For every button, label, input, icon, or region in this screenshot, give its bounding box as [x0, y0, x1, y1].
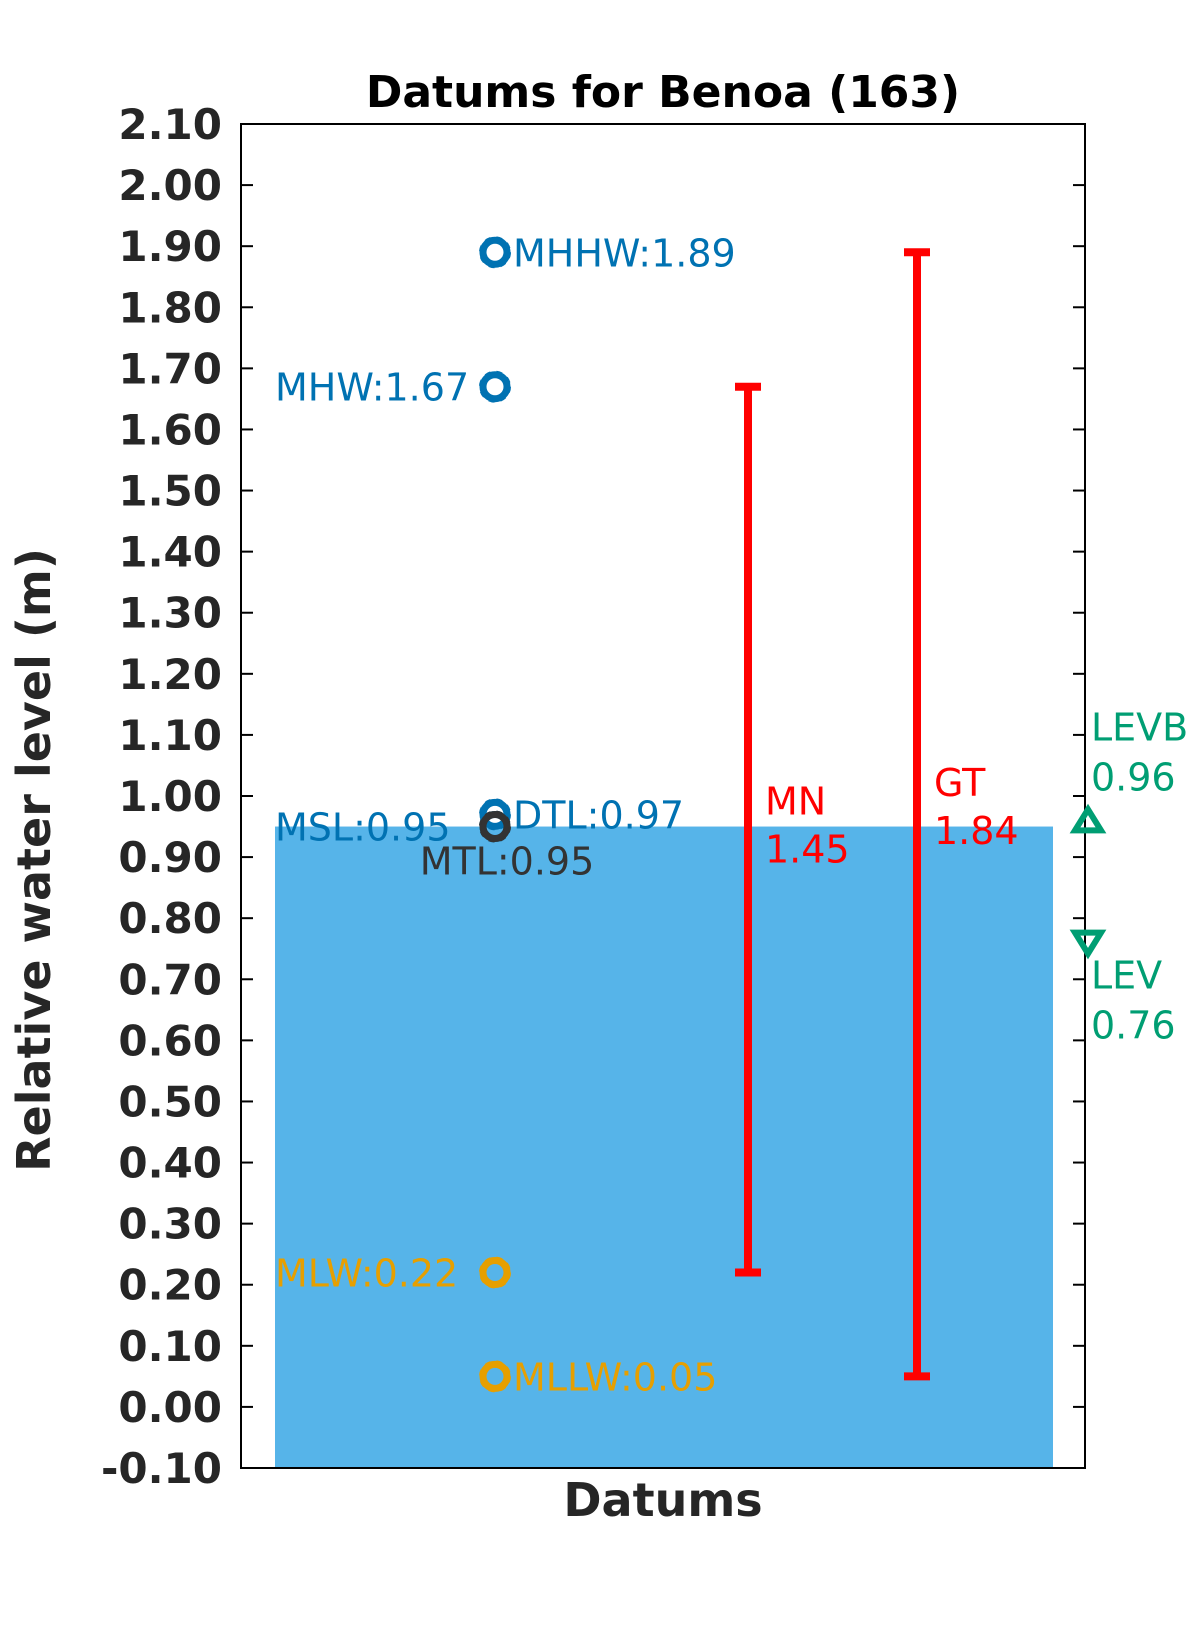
levb-marker: [1069, 803, 1107, 834]
lev-marker: [1069, 929, 1107, 960]
y-tick-label: 0.00: [118, 1383, 222, 1432]
dtl-marker-ring: [479, 798, 511, 831]
gt-range-value: 1.84: [934, 809, 1019, 853]
mlw-marker-ring: [479, 1256, 511, 1289]
msl-label: MSL:0.95: [275, 806, 451, 850]
y-tick-label: 1.80: [118, 283, 222, 332]
mlw-marker: [479, 1257, 511, 1289]
mhw-label: MHW:1.67: [275, 366, 469, 410]
levb-value: 0.96: [1091, 755, 1176, 799]
y-tick-label: 1.60: [118, 405, 222, 454]
mllw-label: MLLW:0.05: [513, 1355, 717, 1399]
mn-range-name: MN: [765, 779, 826, 823]
mhhw-label: MHHW:1.89: [513, 231, 736, 275]
mllw-marker: [479, 1360, 511, 1392]
lev-value: 0.76: [1091, 1004, 1176, 1048]
mhw-marker-ring: [479, 370, 511, 403]
y-tick-label: 1.50: [118, 467, 222, 516]
y-tick-label: 2.10: [118, 100, 222, 149]
chart-title: Datums for Benoa (163): [366, 67, 960, 118]
y-tick-label: 0.20: [118, 1261, 222, 1310]
x-axis-label: Datums: [563, 1473, 762, 1527]
y-tick-label: 0.30: [118, 1200, 222, 1249]
y-axis: -0.10 0.00 0.10 0.20 0.30 0.40 0.50 0.60 0.70 0.8…: [101, 100, 1085, 1493]
y-tick-label: 0.80: [118, 894, 222, 943]
mn-range-value: 1.45: [765, 827, 850, 871]
gt-range-name: GT: [934, 761, 986, 805]
mhw-marker: [479, 371, 511, 403]
mtl-marker-ring: [479, 810, 511, 843]
plot-area: MHHW:1.89 MHW:1.67 DTL:0.97 MSL:0.95MTL:0.9…: [240, 123, 1188, 1469]
dtl-label: DTL:0.97: [513, 793, 684, 837]
dtl-marker: [479, 798, 511, 830]
y-tick-label: 1.90: [118, 222, 222, 271]
y-tick-label: 0.50: [118, 1077, 222, 1126]
y-tick-label: 1.30: [118, 589, 222, 638]
y-tick-label: 2.00: [118, 161, 222, 210]
mhhw-marker-ring: [479, 236, 511, 269]
mllw-marker-ring: [479, 1360, 511, 1393]
mhhw-marker: [479, 236, 511, 268]
levb-label: LEVB: [1091, 705, 1188, 749]
y-tick-label: 0.70: [118, 955, 222, 1004]
y-tick-label: 1.00: [118, 772, 222, 821]
y-tick-label: 1.10: [118, 711, 222, 760]
y-tick-label: 0.40: [118, 1139, 222, 1188]
y-tick-label: 0.90: [118, 833, 222, 882]
lev-label: LEV: [1091, 954, 1162, 998]
y-tick-label: 1.20: [118, 650, 222, 699]
y-tick-label: -0.10: [101, 1444, 222, 1493]
msl-bar: [275, 826, 1053, 1468]
y-tick-label: 1.40: [118, 528, 222, 577]
y-tick-label: 0.60: [118, 1016, 222, 1065]
y-axis-label: Relative water level (m): [7, 548, 61, 1172]
mtl-label: MTL:0.95: [420, 840, 595, 884]
y-tick-label: 0.10: [118, 1322, 222, 1371]
y-tick-label: 1.70: [118, 344, 222, 393]
mtl-marker: [479, 811, 511, 843]
mlw-label: MLW:0.22: [275, 1252, 458, 1296]
